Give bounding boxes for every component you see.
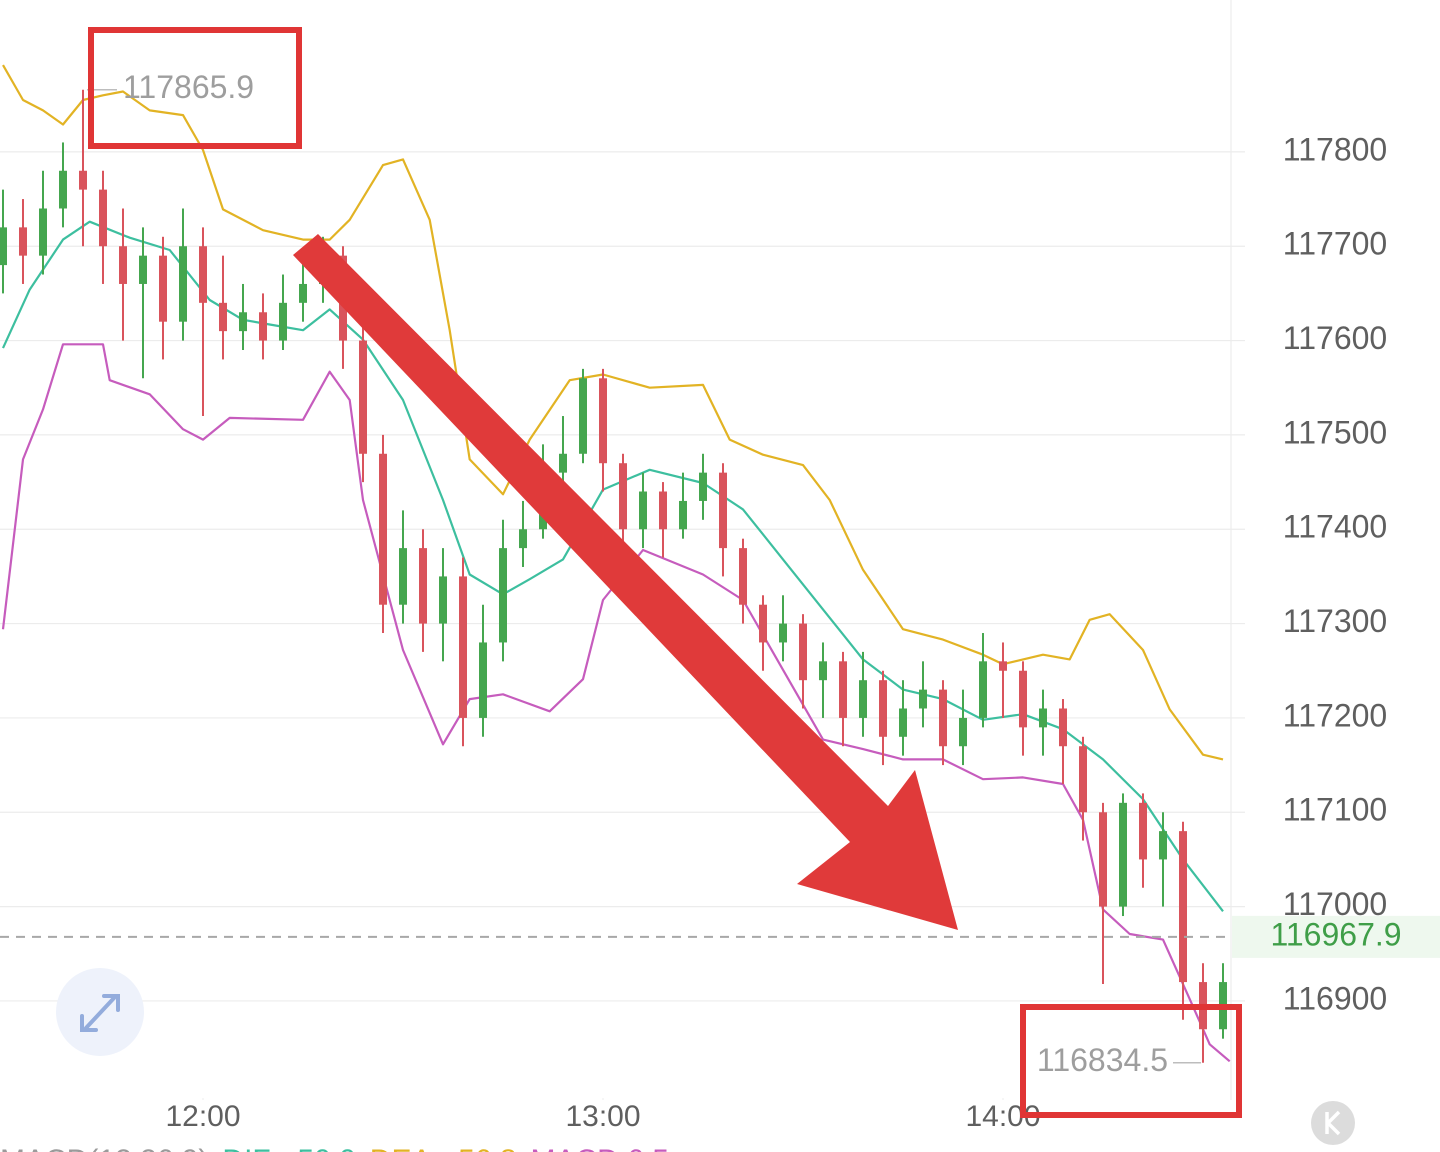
candle-body — [259, 312, 267, 341]
candle-body — [939, 689, 947, 747]
candle-body — [1019, 670, 1027, 728]
candle-body — [699, 472, 707, 501]
candle-body — [159, 255, 167, 322]
y-tick-label: 117500 — [1283, 414, 1387, 450]
candle-body — [399, 548, 407, 605]
candle-body — [199, 246, 207, 303]
candle-body — [899, 708, 907, 737]
candle-body — [679, 500, 687, 530]
candle-body — [839, 661, 847, 718]
y-tick-label: 117400 — [1283, 509, 1387, 545]
candle-body — [1099, 812, 1107, 907]
candle-body — [479, 642, 487, 718]
indicator-label: MACD(12,26,9) — [0, 1144, 208, 1152]
y-tick-label: 117600 — [1283, 320, 1387, 356]
candle-body — [99, 189, 107, 247]
band-line — [2, 64, 1224, 761]
y-tick-label: 116900 — [1283, 980, 1387, 1016]
candle-body — [119, 246, 127, 284]
y-tick-label: 117800 — [1283, 131, 1387, 167]
candle-body — [59, 170, 67, 209]
trend-arrow — [293, 234, 958, 930]
labels-layer: 1169001170001171001172001173001174001175… — [0, 69, 1440, 1152]
candle-body — [239, 312, 247, 332]
candle-body — [1039, 708, 1047, 728]
last-price-label: 116967.9 — [1270, 916, 1401, 952]
x-tick-label: 13:00 — [565, 1100, 640, 1133]
candle-body — [39, 208, 47, 256]
last-price-box — [1232, 915, 1440, 958]
candle-body — [739, 548, 747, 605]
y-tick-label: 117700 — [1283, 226, 1387, 262]
expand-icon — [80, 994, 120, 1032]
candle-body — [379, 453, 387, 605]
candle-body — [459, 576, 467, 718]
candle-body — [519, 529, 527, 549]
candle-body — [959, 717, 967, 747]
candle-body — [79, 170, 87, 190]
candle-body — [659, 491, 667, 530]
indicator-label: MACD 6.5 — [531, 1144, 669, 1152]
candle-body — [439, 576, 447, 624]
y-tick-label: 117300 — [1283, 603, 1387, 639]
candle-body — [759, 604, 767, 643]
candle-body — [299, 283, 307, 303]
k-button[interactable] — [1311, 1101, 1355, 1145]
indicator-label: DIF: -50.0 — [222, 1144, 355, 1152]
y-tick-label: 117200 — [1283, 697, 1387, 733]
expand-button[interactable] — [56, 968, 144, 1056]
highlight-box — [88, 27, 302, 149]
candle-body — [279, 302, 287, 341]
grid-layer — [0, 0, 1245, 1100]
candle-body — [1179, 831, 1187, 983]
candle-body — [1119, 802, 1127, 907]
y-tick-label: 117100 — [1283, 792, 1387, 828]
candle-body — [879, 680, 887, 737]
candle-body — [639, 491, 647, 530]
candle-body — [0, 227, 8, 266]
candle-body — [919, 689, 927, 709]
candle-body — [139, 255, 147, 284]
highlight-box — [1020, 1004, 1242, 1118]
candle-body — [859, 680, 867, 718]
candle-body — [179, 246, 187, 322]
candle-body — [359, 340, 367, 454]
candle-body — [559, 453, 567, 473]
candle-body — [779, 623, 787, 643]
candle-body — [819, 661, 827, 681]
candle-body — [979, 661, 987, 718]
band-line — [1, 343, 1231, 1063]
x-tick-label: 12:00 — [165, 1100, 240, 1133]
k-icon — [1325, 1110, 1341, 1136]
candle-body — [219, 302, 227, 332]
candle-body — [599, 378, 607, 464]
candle-body — [499, 548, 507, 643]
candle-body — [619, 463, 627, 530]
candle-body — [1079, 746, 1087, 813]
k-button-bg — [1311, 1101, 1355, 1145]
candle-body — [419, 548, 427, 624]
candle-body — [1059, 708, 1067, 747]
max-price-label: 117865.9 — [123, 69, 254, 105]
candle-body — [999, 661, 1007, 671]
indicator-label: DEA: -56.8 — [370, 1144, 517, 1152]
candle-body — [579, 378, 587, 454]
candle-body — [719, 472, 727, 549]
candle-body — [1139, 802, 1147, 860]
candle-body — [19, 227, 27, 256]
candle-body — [1159, 831, 1167, 860]
candle-body — [799, 623, 807, 681]
min-price-label: 116834.5 — [1037, 1042, 1168, 1078]
